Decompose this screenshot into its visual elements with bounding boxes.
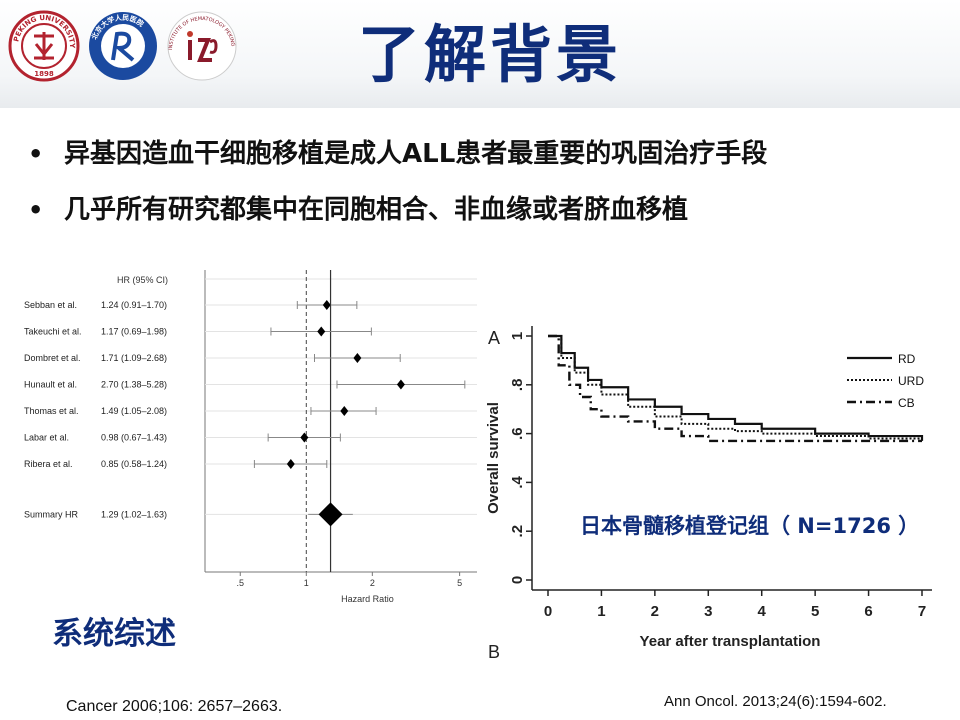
- km-x-tick-label: 6: [864, 603, 872, 620]
- km-y-tick-label: 0: [509, 576, 526, 584]
- forest-point: [396, 379, 405, 390]
- km-x-tick-label: 0: [544, 603, 552, 620]
- slide-title: 了解背景: [357, 18, 622, 91]
- km-legend-label: RD: [898, 352, 916, 366]
- km-y-tick-label: .8: [509, 379, 526, 392]
- logo1-year: 1898: [34, 70, 54, 78]
- peoples-hospital-logo: 北京大学人民医院: [89, 12, 157, 80]
- forest-point: [317, 326, 326, 337]
- bullet-dot: •: [28, 140, 44, 168]
- forest-study-label: Labar et al.: [24, 433, 69, 443]
- bullet-item: • 异基因造血干细胞移植是成人ALL患者最重要的巩固治疗手段: [22, 134, 767, 190]
- citation-right: Ann Oncol. 2013;24(6):1594-602.: [664, 693, 887, 710]
- km-series-line-cb: [548, 334, 922, 443]
- forest-study-label: Hunault et al.: [24, 380, 77, 390]
- forest-study-label: Takeuchi et al.: [24, 327, 82, 337]
- km-series-line-urd: [548, 335, 923, 441]
- km-x-tick-label: 1: [597, 603, 605, 620]
- forest-x-tick-label: 2: [370, 578, 375, 588]
- forest-ci-label: 1.17 (0.69–1.98): [101, 327, 167, 337]
- km-panel-label-b: B: [488, 642, 500, 662]
- forest-point: [322, 300, 331, 310]
- institute-hematology-logo: INSTITUTE OF HEMATOLOGY PEKING UNIVERSIT…: [166, 10, 237, 81]
- forest-ci-label: 0.98 (0.67–1.43): [101, 433, 167, 443]
- forest-point: [353, 353, 362, 363]
- km-panel-label-a: A: [488, 328, 500, 348]
- km-legend-label: CB: [898, 396, 915, 410]
- km-series-line-rd: [548, 334, 924, 441]
- km-x-tick-label: 4: [758, 603, 767, 620]
- forest-ci-label: 2.70 (1.38–5.28): [101, 380, 167, 390]
- forest-ci-label: 0.85 (0.58–1.24): [101, 459, 167, 469]
- bullet-item: • 几乎所有研究都集中在同胞相合、非血缘或者脐血移植: [22, 190, 767, 246]
- km-y-tick-label: 1: [509, 332, 526, 340]
- forest-x-tick-label: 1: [304, 578, 309, 588]
- registry-label: 日本骨髓移植登记组（ N=1726 ）: [580, 514, 920, 538]
- forest-ci-label: 1.49 (1.05–2.08): [101, 406, 167, 416]
- km-x-tick-label: 7: [918, 603, 926, 620]
- km-x-tick-label: 5: [811, 603, 819, 620]
- forest-point: [286, 459, 295, 469]
- bullet-text: 几乎所有研究都集中在同胞相合、非血缘或者脐血移植: [64, 195, 689, 225]
- km-legend-label: URD: [898, 374, 924, 388]
- forest-point: [300, 432, 309, 443]
- forest-x-tick-label: .5: [237, 578, 245, 588]
- forest-study-label: Thomas et al.: [24, 406, 79, 416]
- bullet-list: • 异基因造血干细胞移植是成人ALL患者最重要的巩固治疗手段 • 几乎所有研究都集中…: [22, 134, 767, 246]
- forest-summary-label: Summary HR: [24, 509, 79, 519]
- citation-left: Cancer 2006;106: 2657–2663.: [66, 698, 283, 715]
- forest-x-axis-label: Hazard Ratio: [341, 594, 394, 604]
- systematic-review-label: 系统综述: [52, 616, 176, 652]
- survival-curve-chart: A B 0 .2 .4 .6 .8 1 0 1 2 3 4 5 6 7 Year after transplan…: [485, 326, 932, 662]
- km-y-tick-label: .2: [509, 525, 526, 538]
- km-y-tick-label: .6: [509, 427, 526, 440]
- km-y-tick-label: .4: [509, 475, 526, 488]
- km-y-axis-label: Overall survival: [485, 402, 502, 514]
- km-x-axis-label: Year after transplantation: [640, 633, 821, 650]
- forest-study-label: Sebban et al.: [24, 300, 77, 310]
- header-band: [0, 0, 960, 108]
- bullet-text: 异基因造血干细胞移植是成人ALL患者最重要的巩固治疗手段: [64, 139, 768, 169]
- forest-summary-diamond: [318, 502, 343, 527]
- forest-plot: HR (95% CI) Sebban et al. 1.24 (0.91–1.70)…: [24, 270, 477, 604]
- forest-point: [340, 406, 349, 416]
- forest-ci-label: 1.24 (0.91–1.70): [101, 300, 167, 310]
- forest-header: HR (95% CI): [117, 275, 168, 285]
- forest-ci-label: 1.71 (1.09–2.68): [101, 353, 167, 363]
- forest-study-label: Dombret et al.: [24, 353, 81, 363]
- km-x-tick-label: 2: [651, 603, 659, 620]
- forest-study-label: Ribera et al.: [24, 459, 73, 469]
- forest-x-tick-label: 5: [457, 578, 462, 588]
- km-x-tick-label: 3: [704, 603, 712, 620]
- peking-university-logo: PEKING UNIVERSITY 1898: [8, 10, 80, 82]
- forest-summary-ci-label: 1.29 (1.02–1.63): [101, 509, 167, 519]
- bullet-dot: •: [28, 196, 44, 224]
